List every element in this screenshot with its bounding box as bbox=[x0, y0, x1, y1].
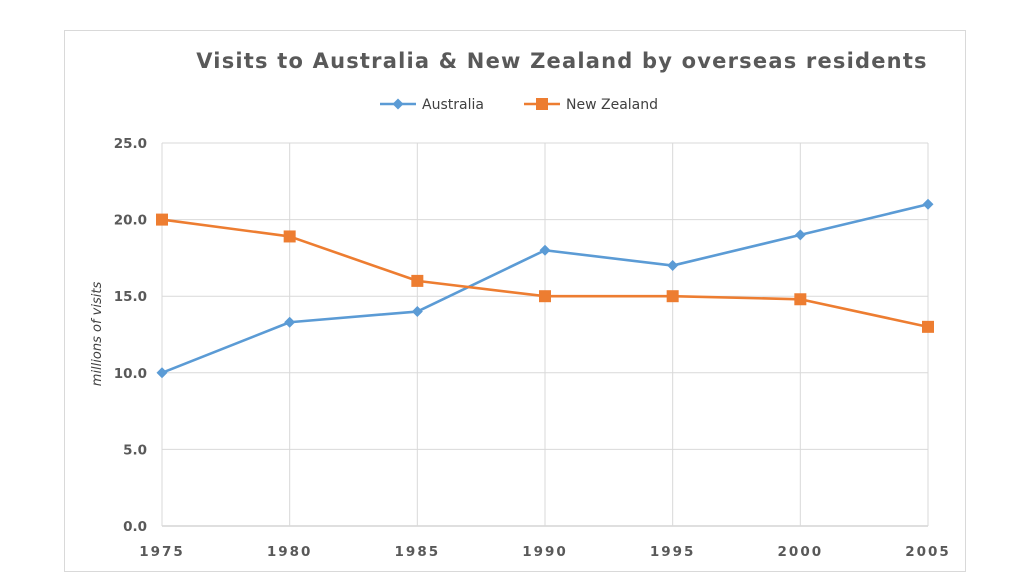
y-tick-label: 20.0 bbox=[114, 213, 147, 229]
y-tick-label: 10.0 bbox=[114, 366, 147, 382]
legend: Australia New Zealand bbox=[380, 97, 658, 113]
diamond-marker bbox=[667, 260, 679, 272]
y-tick-label: 0.0 bbox=[123, 519, 147, 535]
square-marker bbox=[539, 290, 551, 303]
legend-label: Australia bbox=[422, 97, 484, 113]
x-tick-label: 1980 bbox=[267, 544, 313, 560]
diamond-marker bbox=[284, 316, 296, 328]
chart-title: Visits to Australia & New Zealand by ove… bbox=[196, 49, 928, 73]
y-axis-ticks: 0.0 5.0 10.0 15.0 20.0 25.0 bbox=[114, 136, 147, 535]
y-axis-label: millions of visits bbox=[90, 282, 105, 387]
x-tick-label: 2005 bbox=[905, 544, 951, 560]
diamond-marker bbox=[539, 244, 551, 256]
square-marker bbox=[283, 230, 296, 243]
legend-item-new-zealand: New Zealand bbox=[524, 97, 658, 113]
legend-diamond-marker bbox=[392, 98, 404, 110]
x-tick-label: 2000 bbox=[778, 544, 824, 560]
diamond-marker bbox=[156, 367, 168, 379]
x-tick-label: 1975 bbox=[139, 544, 185, 560]
y-tick-label: 5.0 bbox=[123, 442, 147, 458]
x-tick-label: 1985 bbox=[395, 544, 441, 560]
series-australia bbox=[156, 198, 934, 379]
y-tick-label: 25.0 bbox=[114, 136, 147, 152]
diamond-marker bbox=[411, 306, 423, 318]
square-marker bbox=[156, 213, 168, 226]
legend-square-marker bbox=[536, 98, 548, 110]
square-marker bbox=[794, 293, 807, 306]
chart-frame bbox=[64, 30, 966, 572]
x-tick-label: 1995 bbox=[650, 544, 696, 560]
square-marker bbox=[922, 320, 934, 333]
y-tick-label: 15.0 bbox=[114, 289, 147, 305]
gridlines bbox=[161, 142, 929, 527]
x-axis-ticks: 1975 1980 1985 1990 1995 2000 2005 bbox=[139, 544, 951, 560]
square-marker bbox=[666, 290, 679, 303]
square-marker bbox=[411, 274, 424, 287]
series-new-zealand bbox=[156, 213, 934, 333]
diamond-marker bbox=[794, 229, 806, 241]
x-tick-label: 1990 bbox=[522, 544, 568, 560]
legend-label: New Zealand bbox=[566, 97, 658, 113]
series-group bbox=[156, 198, 934, 379]
legend-item-australia: Australia bbox=[380, 97, 484, 113]
diamond-marker bbox=[922, 198, 934, 210]
